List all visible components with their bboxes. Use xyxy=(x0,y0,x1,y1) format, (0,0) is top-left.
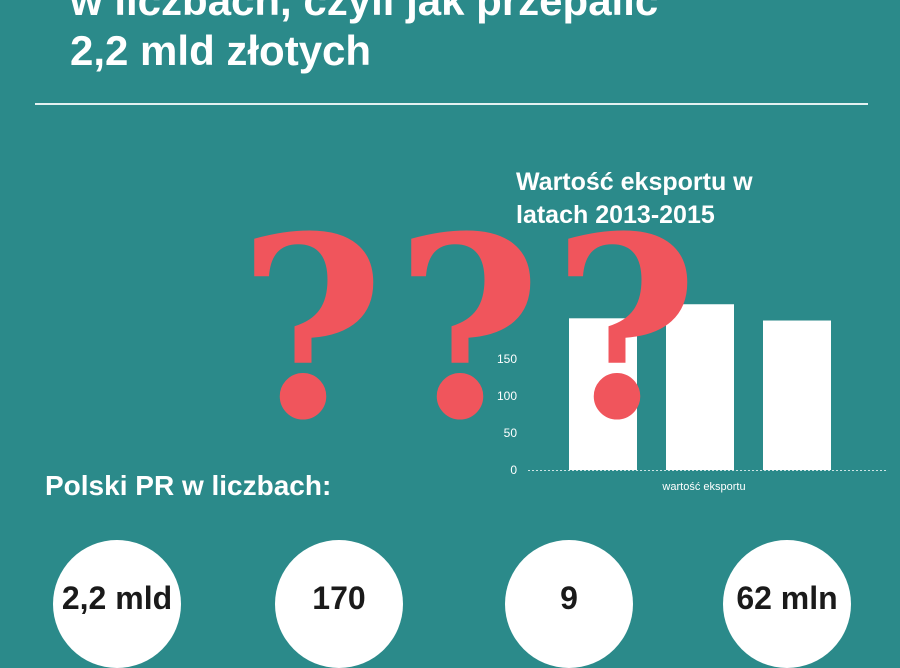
chart-title: Wartość eksportu w latach 2013-2015 xyxy=(516,166,753,232)
stat-value-2: 170 xyxy=(312,580,366,616)
page-title-line-2: 2,2 mld złotych xyxy=(70,27,372,74)
x-axis-label: wartość eksportu xyxy=(661,481,745,493)
y-tick-label-2: 100 xyxy=(497,389,517,403)
chart-title-line-1: Wartość eksportu w xyxy=(516,168,753,196)
y-tick-label-3: 150 xyxy=(497,352,517,366)
title-divider xyxy=(35,103,868,105)
y-tick-label-1: 50 xyxy=(504,426,518,440)
y-tick-label-0: 0 xyxy=(510,463,517,477)
stat-circle-4: 62 mln xyxy=(723,540,851,668)
stat-value-1: 2,2 mld xyxy=(61,580,173,616)
stat-circle-3: 9 xyxy=(505,540,633,668)
stat-circle-2: 170 xyxy=(275,540,403,668)
bar-2015 xyxy=(763,320,831,470)
stat-value-3: 9 xyxy=(560,580,578,616)
stat-value-4: 62 mln xyxy=(736,580,838,616)
bar-2014 xyxy=(666,304,734,470)
bar-2013 xyxy=(569,318,637,470)
stat-circle-1: 2,2 mld xyxy=(53,540,181,668)
page-title: w liczbach, czyli jak przepalić 2,2 mld … xyxy=(70,0,658,76)
page-title-line-1: w liczbach, czyli jak przepalić xyxy=(70,0,659,24)
chart-title-line-2: latach 2013-2015 xyxy=(516,201,715,229)
section-heading: Polski PR w liczbach: xyxy=(45,470,332,501)
export-value-chart: 0 50 100 150 wartość eksportu xyxy=(497,304,886,493)
